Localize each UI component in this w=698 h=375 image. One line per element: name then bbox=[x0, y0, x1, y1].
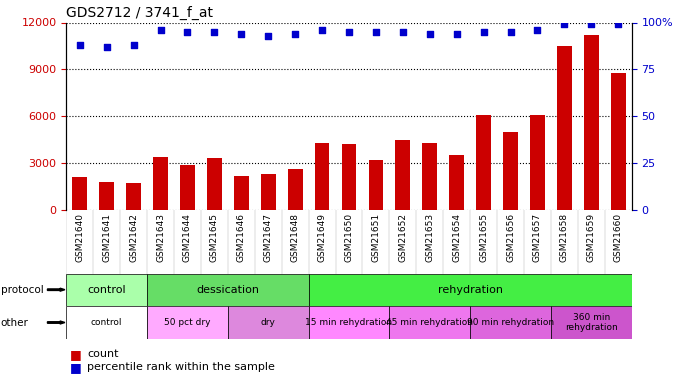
Text: GSM21649: GSM21649 bbox=[318, 213, 327, 262]
Point bbox=[532, 27, 543, 33]
Bar bbox=[153, 157, 168, 210]
Text: dry: dry bbox=[261, 318, 276, 327]
Text: GSM21646: GSM21646 bbox=[237, 213, 246, 262]
Bar bbox=[73, 177, 87, 210]
Bar bbox=[369, 160, 383, 210]
Point bbox=[343, 29, 355, 35]
Point bbox=[74, 42, 85, 48]
Text: GSM21640: GSM21640 bbox=[75, 213, 84, 262]
Point bbox=[182, 29, 193, 35]
Point bbox=[128, 42, 139, 48]
Text: GSM21643: GSM21643 bbox=[156, 213, 165, 262]
Text: GSM21657: GSM21657 bbox=[533, 213, 542, 262]
Bar bbox=[530, 115, 545, 210]
Text: GSM21659: GSM21659 bbox=[587, 213, 596, 262]
Text: GSM21642: GSM21642 bbox=[129, 213, 138, 262]
Bar bbox=[551, 306, 632, 339]
Point bbox=[397, 29, 408, 35]
Text: GSM21641: GSM21641 bbox=[102, 213, 111, 262]
Text: 45 min rehydration: 45 min rehydration bbox=[386, 318, 473, 327]
Text: dessication: dessication bbox=[196, 285, 260, 295]
Point bbox=[290, 31, 301, 37]
Point bbox=[316, 27, 327, 33]
Text: GSM21644: GSM21644 bbox=[183, 213, 192, 262]
Text: GSM21647: GSM21647 bbox=[264, 213, 273, 262]
Point bbox=[586, 21, 597, 27]
Point bbox=[209, 29, 220, 35]
Point bbox=[451, 31, 462, 37]
Point bbox=[101, 44, 112, 50]
Text: GSM21648: GSM21648 bbox=[290, 213, 299, 262]
Text: GSM21656: GSM21656 bbox=[506, 213, 515, 262]
Bar bbox=[309, 274, 632, 306]
Text: count: count bbox=[87, 350, 119, 359]
Text: GSM21645: GSM21645 bbox=[210, 213, 219, 262]
Text: GDS2712 / 3741_f_at: GDS2712 / 3741_f_at bbox=[66, 6, 214, 20]
Point bbox=[371, 29, 382, 35]
Bar bbox=[234, 176, 248, 210]
Point bbox=[236, 31, 247, 37]
Bar bbox=[315, 143, 329, 210]
Bar bbox=[450, 155, 464, 210]
Bar bbox=[207, 158, 222, 210]
Bar bbox=[66, 274, 147, 306]
Bar bbox=[126, 183, 141, 210]
Bar bbox=[584, 35, 599, 210]
Point bbox=[505, 29, 516, 35]
Bar bbox=[557, 46, 572, 210]
Text: GSM21660: GSM21660 bbox=[614, 213, 623, 262]
Text: control: control bbox=[91, 318, 122, 327]
Bar bbox=[341, 144, 357, 210]
Point bbox=[613, 21, 624, 27]
Point bbox=[424, 31, 436, 37]
Bar bbox=[288, 170, 302, 210]
Point bbox=[478, 29, 489, 35]
Bar bbox=[228, 306, 309, 339]
Text: 15 min rehydration: 15 min rehydration bbox=[306, 318, 392, 327]
Bar bbox=[611, 72, 625, 210]
Text: 360 min
rehydration: 360 min rehydration bbox=[565, 313, 618, 332]
Text: ■: ■ bbox=[70, 361, 82, 374]
Bar bbox=[476, 115, 491, 210]
Text: rehydration: rehydration bbox=[438, 285, 503, 295]
Text: percentile rank within the sample: percentile rank within the sample bbox=[87, 363, 275, 372]
Text: 50 pct dry: 50 pct dry bbox=[164, 318, 211, 327]
Text: GSM21650: GSM21650 bbox=[345, 213, 353, 262]
Text: ■: ■ bbox=[70, 348, 82, 361]
Bar bbox=[66, 306, 147, 339]
Text: protocol: protocol bbox=[1, 285, 43, 295]
Point bbox=[155, 27, 166, 33]
Bar bbox=[389, 306, 470, 339]
Bar bbox=[503, 132, 518, 210]
Text: GSM21658: GSM21658 bbox=[560, 213, 569, 262]
Bar bbox=[147, 274, 309, 306]
Bar bbox=[422, 143, 437, 210]
Text: GSM21652: GSM21652 bbox=[399, 213, 408, 262]
Bar bbox=[180, 165, 195, 210]
Bar bbox=[147, 306, 228, 339]
Point bbox=[262, 33, 274, 39]
Bar bbox=[470, 306, 551, 339]
Text: GSM21651: GSM21651 bbox=[371, 213, 380, 262]
Point bbox=[559, 21, 570, 27]
Text: GSM21653: GSM21653 bbox=[425, 213, 434, 262]
Text: 90 min rehydration: 90 min rehydration bbox=[467, 318, 554, 327]
Text: GSM21654: GSM21654 bbox=[452, 213, 461, 262]
Text: other: other bbox=[1, 318, 29, 327]
Bar bbox=[309, 306, 389, 339]
Bar bbox=[396, 140, 410, 210]
Bar bbox=[261, 174, 276, 210]
Text: control: control bbox=[87, 285, 126, 295]
Bar bbox=[99, 182, 114, 210]
Text: GSM21655: GSM21655 bbox=[479, 213, 488, 262]
